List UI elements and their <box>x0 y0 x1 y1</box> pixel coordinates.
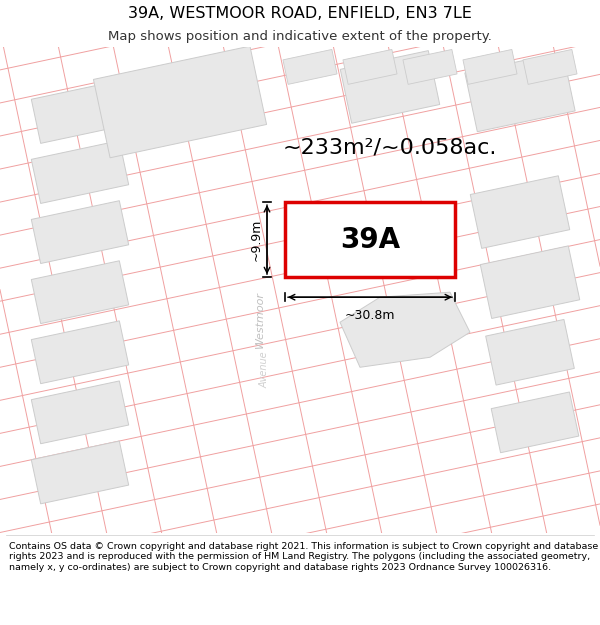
Text: Westmoor: Westmoor <box>255 291 265 348</box>
Polygon shape <box>31 81 128 143</box>
Polygon shape <box>31 441 128 504</box>
Text: ~9.9m: ~9.9m <box>250 218 263 261</box>
Text: Avenue: Avenue <box>260 351 270 388</box>
Polygon shape <box>340 51 440 123</box>
Polygon shape <box>523 49 577 84</box>
Polygon shape <box>340 292 470 367</box>
Polygon shape <box>480 246 580 319</box>
Polygon shape <box>491 392 579 452</box>
Polygon shape <box>485 319 574 385</box>
Text: Map shows position and indicative extent of the property.: Map shows position and indicative extent… <box>108 30 492 43</box>
Polygon shape <box>343 49 397 84</box>
Polygon shape <box>31 261 128 324</box>
Polygon shape <box>470 176 570 248</box>
Polygon shape <box>283 49 337 84</box>
Polygon shape <box>31 201 128 264</box>
Polygon shape <box>31 321 128 384</box>
Polygon shape <box>465 52 575 132</box>
Text: 39A: 39A <box>340 226 400 254</box>
Polygon shape <box>31 381 128 444</box>
Polygon shape <box>31 141 128 204</box>
Polygon shape <box>94 46 266 158</box>
Bar <box>285 202 455 277</box>
Polygon shape <box>403 49 457 84</box>
Text: ~233m²/~0.058ac.: ~233m²/~0.058ac. <box>283 137 497 157</box>
Polygon shape <box>463 49 517 84</box>
Text: Contains OS data © Crown copyright and database right 2021. This information is : Contains OS data © Crown copyright and d… <box>9 542 598 571</box>
Text: 39A, WESTMOOR ROAD, ENFIELD, EN3 7LE: 39A, WESTMOOR ROAD, ENFIELD, EN3 7LE <box>128 6 472 21</box>
Text: ~30.8m: ~30.8m <box>345 309 395 322</box>
